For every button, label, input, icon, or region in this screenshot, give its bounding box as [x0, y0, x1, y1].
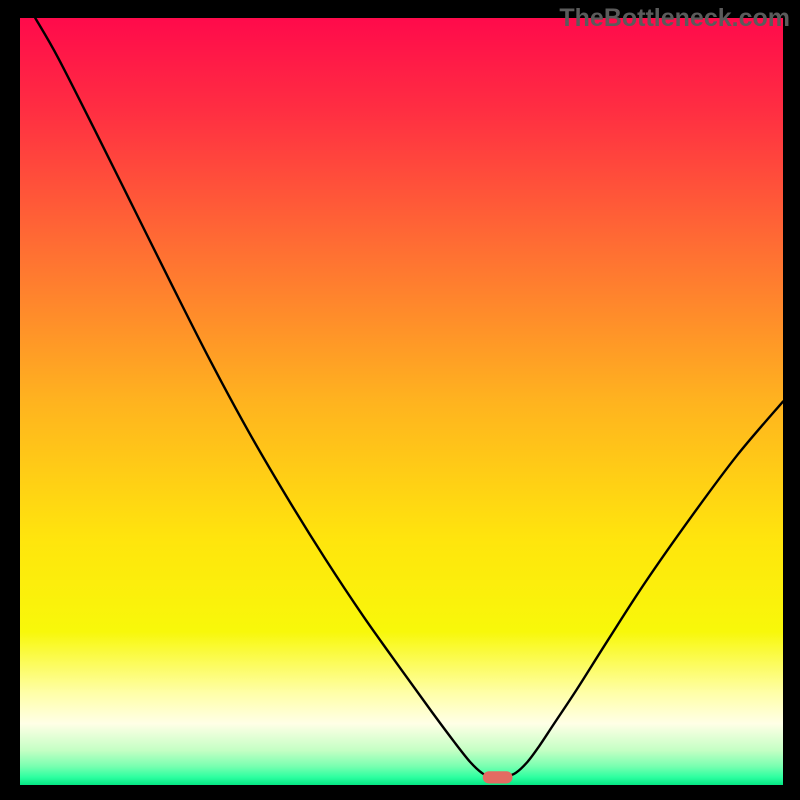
chart-frame: TheBottleneck.com [0, 0, 800, 800]
optimal-point-marker [483, 771, 513, 783]
watermark-text: TheBottleneck.com [559, 4, 790, 33]
plot-area [20, 18, 783, 785]
bottleneck-chart [20, 18, 783, 785]
